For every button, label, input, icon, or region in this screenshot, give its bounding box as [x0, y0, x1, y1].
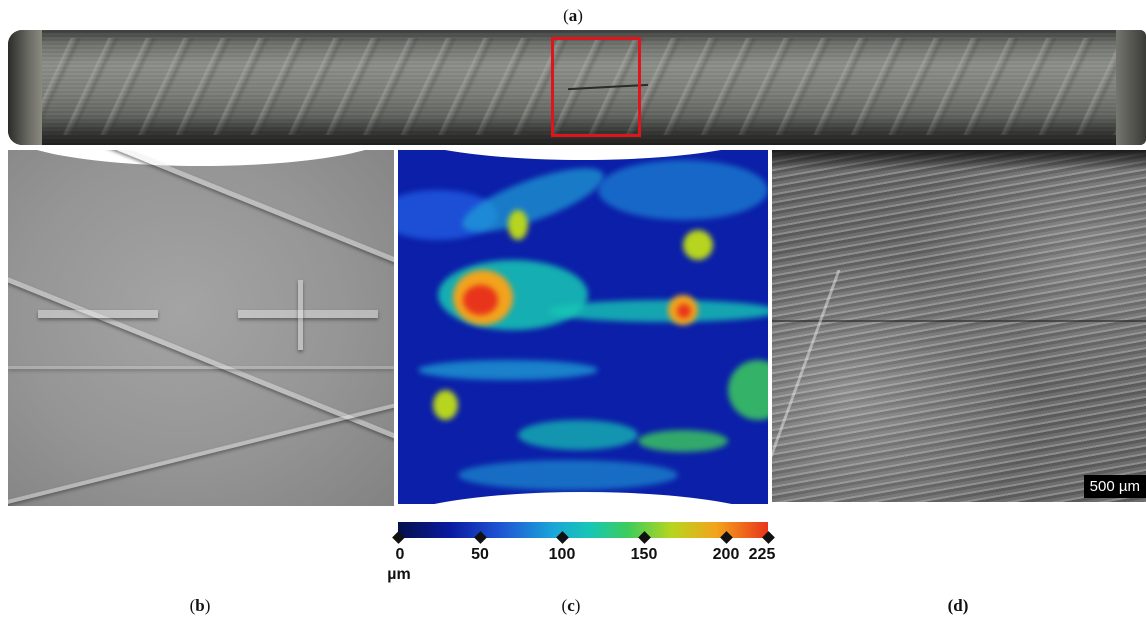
caption-b-letter: b	[195, 596, 205, 615]
caption-b: (b)	[189, 596, 211, 615]
colorbar-tick-label: 200	[712, 546, 740, 563]
colorbar-tick-label: 0	[395, 546, 405, 563]
colorbar-tick-label: 50	[471, 546, 489, 563]
sem-micrograph: 500 µm	[772, 150, 1146, 502]
depth-heatmap	[398, 150, 768, 504]
caption-a-letter: a	[568, 6, 578, 25]
colorbar-tick-label: 150	[630, 546, 658, 563]
colorbar	[398, 522, 768, 538]
colorbar-tick-label: 100	[548, 546, 576, 563]
rebar-photo	[8, 30, 1146, 145]
region-of-interest-box	[551, 37, 641, 137]
caption-d: (d)	[947, 596, 969, 615]
caption-a: (a)	[563, 6, 583, 25]
colorbar-unit: µm	[387, 566, 411, 583]
colorbar-tick-label: 225	[748, 546, 776, 563]
caption-c-letter: c	[567, 596, 575, 615]
caption-c: (c)	[561, 596, 581, 615]
surface-scan-grey	[8, 150, 394, 506]
scale-bar-label: 500 µm	[1083, 475, 1146, 498]
